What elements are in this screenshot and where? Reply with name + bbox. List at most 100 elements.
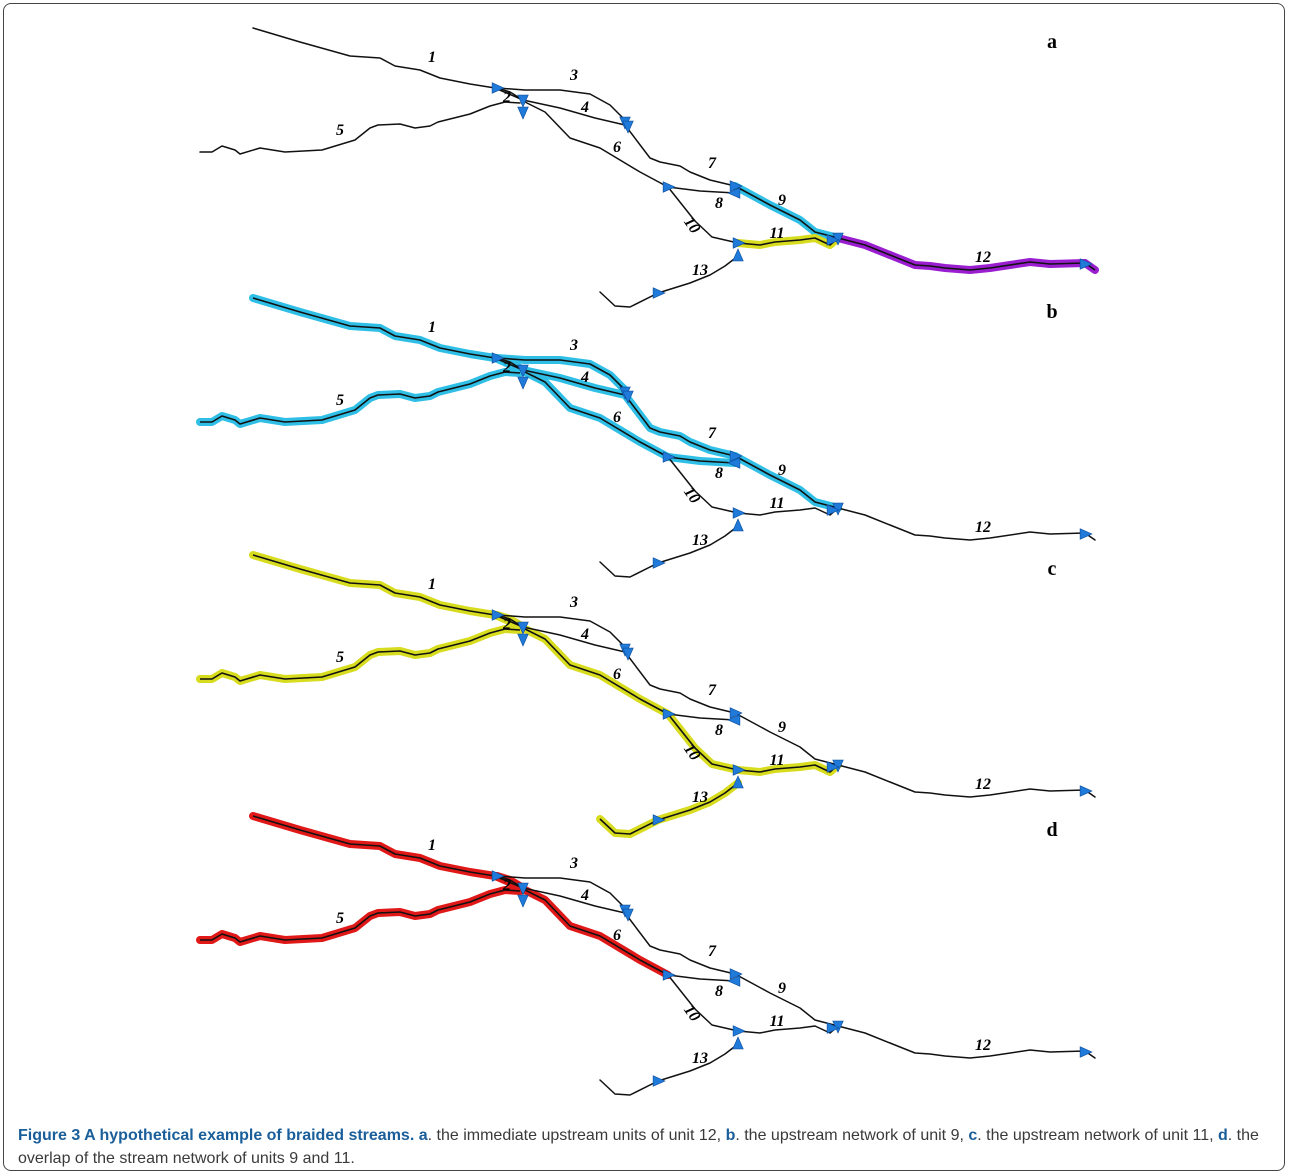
segment-label-6: 6 — [613, 139, 621, 156]
flow-arrow-icon — [517, 894, 529, 908]
stream-segment-9 — [734, 973, 839, 1027]
flow-arrow-icon — [622, 647, 634, 661]
flow-arrow-icon — [652, 814, 666, 826]
flow-arrow-icon — [1079, 258, 1093, 270]
flow-arrow-icon — [732, 248, 744, 262]
flow-arrow-icon — [732, 1036, 744, 1050]
flow-arrow-icon — [662, 969, 676, 981]
stream-segment-6 — [520, 369, 669, 458]
stream-segment-4 — [522, 626, 626, 653]
segment-label-12: 12 — [975, 1037, 991, 1054]
flow-arrow-icon — [826, 234, 840, 246]
flow-arrow-icon — [517, 364, 529, 378]
segment-label-10: 10 — [680, 214, 703, 237]
flow-arrow-icon — [826, 761, 840, 773]
segment-label-11: 11 — [769, 225, 784, 242]
stream-segment-12 — [837, 764, 1096, 798]
flow-arrow-icon — [491, 82, 505, 94]
flow-arrow-icon — [1079, 785, 1093, 797]
stream-segment-4 — [522, 99, 626, 126]
flow-arrow-icon — [622, 390, 634, 404]
stream-segment-11 — [737, 237, 839, 246]
segment-label-4: 4 — [580, 99, 589, 116]
stream-segment-10 — [667, 456, 739, 514]
stream-segment-8 — [667, 456, 736, 464]
stream-segment-13 — [599, 782, 739, 835]
flow-arrow-icon — [729, 180, 743, 192]
segment-label-12: 12 — [975, 519, 991, 536]
highlight-segment-6 — [517, 366, 672, 461]
stream-segment-1 — [252, 554, 524, 628]
segment-label-2: 2 — [502, 616, 511, 633]
segment-label-1: 1 — [428, 837, 436, 854]
panel-letter-b: b — [1046, 301, 1057, 323]
flow-arrow-icon — [652, 557, 666, 569]
flow-arrow-icon — [517, 106, 529, 120]
flow-arrow-icon — [517, 94, 529, 108]
stream-segment-6 — [520, 626, 669, 715]
highlight-segment-5 — [196, 625, 524, 685]
caption-key-d: d — [1217, 1127, 1228, 1144]
flow-arrow-icon — [517, 376, 529, 390]
caption-text-c: . the upstream network of unit 11, — [977, 1127, 1218, 1144]
segment-label-9: 9 — [778, 462, 786, 479]
stream-segment-12 — [837, 507, 1096, 541]
stream-segment-13 — [599, 255, 739, 308]
stream-segment-1 — [252, 815, 524, 889]
segment-label-13: 13 — [692, 1050, 708, 1067]
segment-label-9: 9 — [778, 719, 786, 736]
caption-title: Figure 3 A hypothetical example of braid… — [18, 1127, 415, 1144]
segment-label-6: 6 — [613, 409, 621, 426]
highlight-segment-5 — [196, 368, 524, 428]
flow-arrow-icon — [727, 714, 741, 726]
stream-segment-12 — [837, 237, 1096, 271]
segment-label-8: 8 — [715, 195, 723, 212]
stream-segment-4 — [522, 887, 626, 914]
stream-segment-13 — [599, 525, 739, 578]
segment-label-5: 5 — [336, 910, 344, 927]
stream-segment-1 — [252, 27, 524, 101]
flow-arrow-icon — [491, 352, 505, 364]
flow-arrow-icon — [652, 1075, 666, 1087]
segment-label-7: 7 — [708, 425, 717, 442]
flow-arrow-icon — [1079, 528, 1093, 540]
flow-arrow-icon — [732, 764, 746, 776]
caption-text-b: . the upstream network of unit 9, — [735, 1127, 969, 1144]
segment-label-12: 12 — [975, 776, 991, 793]
stream-segment-7 — [624, 124, 736, 187]
segment-label-5: 5 — [336, 392, 344, 409]
flow-arrow-icon — [1079, 1046, 1093, 1058]
segment-label-3: 3 — [569, 67, 578, 84]
flow-arrow-icon — [517, 882, 529, 896]
segment-label-2: 2 — [502, 359, 511, 376]
flow-arrow-icon — [662, 451, 676, 463]
segment-label-13: 13 — [692, 789, 708, 806]
highlight-segment-6 — [517, 623, 672, 718]
segment-label-10: 10 — [680, 1002, 703, 1025]
segment-label-8: 8 — [715, 983, 723, 1000]
stream-segment-10 — [667, 713, 739, 771]
caption-text-d: . the overlap of the stream network of u… — [18, 1127, 1259, 1167]
flow-arrow-icon — [662, 181, 676, 193]
flow-arrow-icon — [729, 707, 743, 719]
stream-segment-8 — [667, 713, 736, 721]
flow-arrow-icon — [622, 908, 634, 922]
segment-label-6: 6 — [613, 666, 621, 683]
stream-segment-3 — [496, 87, 626, 121]
segment-label-2: 2 — [502, 877, 511, 894]
segment-label-1: 1 — [428, 319, 436, 336]
flow-arrow-icon — [662, 708, 676, 720]
stream-segment-6 — [520, 887, 669, 976]
stream-segment-1 — [252, 297, 524, 371]
stream-segment-3 — [496, 614, 626, 648]
flow-arrow-icon — [517, 633, 529, 647]
segment-label-11: 11 — [769, 1013, 784, 1030]
stream-segment-7 — [624, 651, 736, 714]
stream-segment-8 — [667, 974, 736, 982]
flow-arrow-icon — [732, 507, 746, 519]
flow-arrow-icon — [622, 120, 634, 134]
segment-label-4: 4 — [580, 369, 589, 386]
stream-segment-13 — [599, 1043, 739, 1096]
